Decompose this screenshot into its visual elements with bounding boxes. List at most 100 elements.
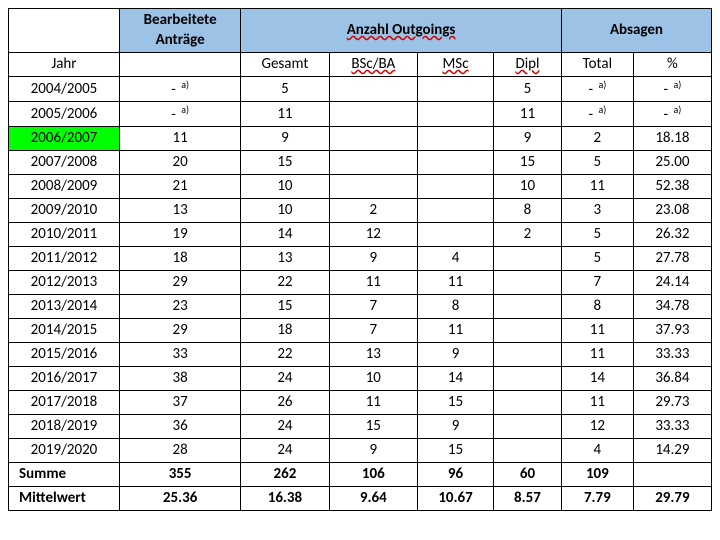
cell-jahr: 2012/2013 — [9, 271, 120, 295]
cell-msc: 4 — [418, 247, 494, 271]
header-dipl: Dipl — [494, 52, 562, 76]
cell-total: 14 — [561, 367, 633, 391]
cell-summe-bsc: 106 — [329, 463, 417, 487]
table-row: 2011/2012181394527.78 — [9, 247, 712, 271]
header-pct: % — [633, 52, 711, 76]
cell-bsc: 7 — [329, 295, 417, 319]
cell-dipl: 10 — [494, 175, 562, 199]
cell-jahr: 2016/2017 — [9, 367, 120, 391]
cell-pct: 37.93 — [633, 319, 711, 343]
cell-jahr: 2013/2014 — [9, 295, 120, 319]
cell-jahr: 2008/2009 — [9, 175, 120, 199]
cell-bsc — [329, 76, 417, 101]
cell-summe-antraege: 355 — [119, 463, 240, 487]
header-outgoings: Anzahl Outgoings — [241, 9, 562, 53]
cell-mittel-msc: 10.67 — [418, 487, 494, 511]
cell-dipl: 11 — [494, 101, 562, 126]
cell-pct: 18.18 — [633, 127, 711, 151]
cell-dipl — [494, 343, 562, 367]
cell-antraege: 29 — [119, 319, 240, 343]
cell-antraege: 33 — [119, 343, 240, 367]
cell-antraege: 29 — [119, 271, 240, 295]
cell-jahr: 2011/2012 — [9, 247, 120, 271]
cell-antraege: 21 — [119, 175, 240, 199]
cell-dipl — [494, 295, 562, 319]
cell-gesamt: 9 — [241, 127, 329, 151]
header-blank — [9, 9, 120, 53]
cell-summe-pct — [633, 463, 711, 487]
cell-bsc: 10 — [329, 367, 417, 391]
table-row: 2010/20111914122526.32 — [9, 223, 712, 247]
cell-bsc: 11 — [329, 391, 417, 415]
cell-total: 5 — [561, 151, 633, 175]
header-absagen: Absagen — [561, 9, 711, 53]
cell-jahr: 2019/2020 — [9, 439, 120, 463]
cell-bsc: 15 — [329, 415, 417, 439]
table-row: 2018/201936241591233.33 — [9, 415, 712, 439]
cell-summe-gesamt: 262 — [241, 463, 329, 487]
cell-msc — [418, 223, 494, 247]
header-total: Total — [561, 52, 633, 76]
cell-dipl: 9 — [494, 127, 562, 151]
row-summe: Summe3552621069660109 — [9, 463, 712, 487]
cell-msc — [418, 199, 494, 223]
header-row-2: Jahr Gesamt BSc/BA MSc Dipl Total % — [9, 52, 712, 76]
cell-mittel-total: 7.79 — [561, 487, 633, 511]
cell-summe-msc: 96 — [418, 463, 494, 487]
cell-bsc — [329, 151, 417, 175]
cell-dipl: 2 — [494, 223, 562, 247]
cell-total: - a) — [561, 76, 633, 101]
table-row: 2014/201529187111137.93 — [9, 319, 712, 343]
cell-dipl — [494, 271, 562, 295]
cell-total: 11 — [561, 343, 633, 367]
header-bsc: BSc/BA — [329, 52, 417, 76]
cell-gesamt: 10 — [241, 199, 329, 223]
cell-dipl — [494, 439, 562, 463]
cell-jahr: 2005/2006 — [9, 101, 120, 126]
cell-pct: - a) — [633, 76, 711, 101]
cell-dipl: 5 — [494, 76, 562, 101]
cell-antraege: 13 — [119, 199, 240, 223]
cell-pct: 29.73 — [633, 391, 711, 415]
header-row-1: Bearbeitete Anträge Anzahl Outgoings Abs… — [9, 9, 712, 53]
cell-msc: 15 — [418, 439, 494, 463]
cell-jahr: 2015/2016 — [9, 343, 120, 367]
cell-gesamt: 13 — [241, 247, 329, 271]
table-row: 2013/2014231578834.78 — [9, 295, 712, 319]
cell-bsc: 2 — [329, 199, 417, 223]
outgoings-table: Bearbeitete Anträge Anzahl Outgoings Abs… — [8, 8, 712, 511]
cell-pct: 36.84 — [633, 367, 711, 391]
cell-total: 5 — [561, 247, 633, 271]
cell-antraege: 18 — [119, 247, 240, 271]
cell-dipl: 8 — [494, 199, 562, 223]
cell-mittel-bsc: 9.64 — [329, 487, 417, 511]
header-antraege-sub — [119, 52, 240, 76]
cell-bsc: 9 — [329, 439, 417, 463]
cell-total: 11 — [561, 391, 633, 415]
table-row: 2008/20092110101152.38 — [9, 175, 712, 199]
cell-pct: 27.78 — [633, 247, 711, 271]
cell-antraege: 38 — [119, 367, 240, 391]
cell-msc — [418, 127, 494, 151]
cell-msc — [418, 76, 494, 101]
cell-pct: 26.32 — [633, 223, 711, 247]
table-row: 2005/2006- a)1111- a)- a) — [9, 101, 712, 126]
cell-total: 11 — [561, 175, 633, 199]
cell-bsc: 12 — [329, 223, 417, 247]
cell-antraege: 23 — [119, 295, 240, 319]
cell-total: - a) — [561, 101, 633, 126]
cell-gesamt: 18 — [241, 319, 329, 343]
table-row: 2007/2008201515525.00 — [9, 151, 712, 175]
cell-msc: 11 — [418, 319, 494, 343]
cell-gesamt: 24 — [241, 415, 329, 439]
cell-dipl — [494, 367, 562, 391]
cell-mittel-pct: 29.79 — [633, 487, 711, 511]
cell-gesamt: 10 — [241, 175, 329, 199]
cell-total: 11 — [561, 319, 633, 343]
cell-jahr: 2004/2005 — [9, 76, 120, 101]
cell-pct: 25.00 — [633, 151, 711, 175]
cell-total: 5 — [561, 223, 633, 247]
cell-antraege: 28 — [119, 439, 240, 463]
cell-mittel-label: Mittelwert — [9, 487, 120, 511]
cell-bsc — [329, 175, 417, 199]
